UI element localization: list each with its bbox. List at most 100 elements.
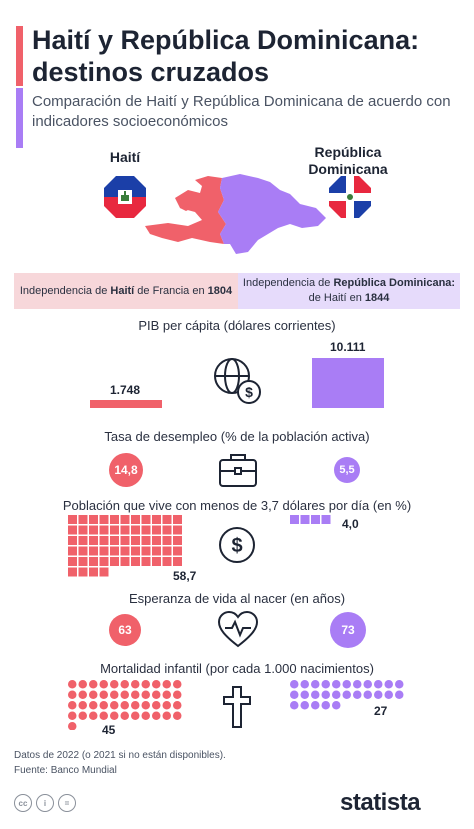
- poverty-haiti-cell: [68, 536, 77, 545]
- infant-mortality-section-title: Mortalidad infantil (por cada 1.000 naci…: [100, 661, 374, 676]
- mortality-dominicana-dot: [300, 701, 309, 710]
- mortality-haiti-dot: [89, 711, 98, 720]
- mortality-haiti-dot: [120, 680, 129, 689]
- poverty-haiti-cell: [162, 557, 172, 566]
- mortality-dominicana-dot: [342, 680, 351, 689]
- poverty-haiti-cell: [68, 515, 77, 524]
- mortality-haiti-dot: [89, 701, 98, 710]
- mortality-dominicana-value: 27: [374, 704, 388, 718]
- poverty-haiti-cell: [78, 515, 88, 524]
- life-haiti-circle: 63: [109, 614, 141, 646]
- mortality-haiti-dot: [162, 690, 171, 699]
- poverty-haiti-cell: [68, 557, 77, 566]
- mortality-haiti-dot: [173, 701, 182, 710]
- haiti-indep-year: 1804: [207, 284, 233, 297]
- license-icons: cc i =: [14, 794, 76, 812]
- mortality-dominicana-dot: [290, 701, 299, 710]
- mortality-haiti-dot: [152, 690, 161, 699]
- poverty-haiti-cell: [162, 515, 172, 524]
- mortality-haiti-dot: [141, 680, 150, 689]
- do-indep-year: 1844: [364, 292, 390, 304]
- poverty-haiti-cell: [99, 536, 109, 545]
- mortality-haiti-dot: [99, 690, 108, 699]
- mortality-haiti-dot: [131, 711, 140, 720]
- poverty-haiti-cell: [110, 536, 119, 545]
- life-dominicana-circle: 73: [330, 612, 366, 648]
- haiti-indep-mid: de Francia en: [134, 284, 208, 297]
- poverty-haiti-cell: [162, 536, 172, 545]
- poverty-haiti-value: 58,7: [173, 569, 197, 583]
- poverty-haiti-cell: [152, 515, 161, 524]
- poverty-haiti-cell: [120, 536, 130, 545]
- poverty-dominicana-cell: [311, 515, 320, 524]
- poverty-haiti-cell: [89, 567, 98, 577]
- poverty-haiti-cell: [110, 525, 119, 535]
- poverty-haiti-cell: [162, 525, 172, 535]
- poverty-haiti-cell: [173, 536, 182, 545]
- mortality-dominicana-dot: [290, 690, 299, 699]
- mortality-haiti-dot: [110, 701, 119, 710]
- mortality-dominicana-dot: [332, 690, 341, 699]
- mortality-haiti-dot: [131, 690, 140, 699]
- haiti-independence-box: Independencia de Haití de Francia en 180…: [14, 273, 238, 309]
- footnote-source: Fuente: Banco Mundial: [14, 765, 117, 776]
- mortality-dominicana-dot: [311, 690, 320, 699]
- poverty-haiti-cell: [120, 525, 130, 535]
- mortality-dominicana-dot: [384, 680, 393, 689]
- mortality-dominicana-dot: [332, 680, 341, 689]
- poverty-haiti-cell: [110, 546, 119, 556]
- poverty-dominicana-cell: [321, 515, 331, 524]
- unemployment-dominicana-circle: 5,5: [334, 457, 360, 483]
- poverty-haiti-cell: [120, 546, 130, 556]
- poverty-haiti-cell: [152, 536, 161, 545]
- poverty-haiti-cell: [89, 557, 98, 566]
- footnote-date: Datos de 2022 (o 2021 si no están dispon…: [14, 750, 226, 761]
- mortality-haiti-dot: [120, 701, 129, 710]
- statista-logo[interactable]: statista: [340, 789, 421, 816]
- poverty-dominicana-cell: [300, 515, 310, 524]
- mortality-dominicana-dot: [321, 690, 330, 699]
- poverty-haiti-cell: [152, 546, 161, 556]
- mortality-haiti-value: 45: [102, 723, 116, 737]
- unemployment-section-title: Tasa de desempleo (% de la población act…: [104, 429, 370, 444]
- poverty-haiti-waffle: [68, 515, 182, 577]
- mortality-haiti-dot: [152, 701, 161, 710]
- dominicana-flag-icon: [329, 176, 371, 218]
- dominicana-map-shape: [218, 174, 326, 254]
- poverty-haiti-cell: [131, 525, 140, 535]
- poverty-haiti-cell: [78, 525, 88, 535]
- poverty-haiti-cell: [162, 546, 172, 556]
- poverty-haiti-cell: [99, 546, 109, 556]
- mortality-haiti-dot: [78, 690, 87, 699]
- poverty-haiti-cell: [141, 515, 151, 524]
- mortality-dominicana-dot: [342, 690, 351, 699]
- poverty-haiti-cell: [68, 525, 77, 535]
- mortality-haiti-dot: [162, 680, 171, 689]
- unemployment-haiti-circle: 14,8: [109, 453, 143, 487]
- mortality-dominicana-dot: [300, 690, 309, 699]
- page-title: Haití y República Dominicana: destinos c…: [32, 25, 420, 87]
- mortality-haiti-dot: [110, 711, 119, 720]
- mortality-haiti-dot: [110, 680, 119, 689]
- poverty-haiti-cell: [120, 515, 130, 524]
- do-indep-name: República Dominicana:: [333, 277, 456, 289]
- attribution-icon[interactable]: i: [36, 794, 54, 812]
- life-expectancy-section-title: Esperanza de vida al nacer (en años): [128, 591, 346, 606]
- mortality-haiti-dot: [78, 680, 87, 689]
- poverty-haiti-cell: [141, 546, 151, 556]
- unemployment-haiti-value: 14,8: [114, 463, 138, 477]
- mortality-haiti-dot: [89, 690, 98, 699]
- mortality-haiti-dot: [68, 722, 77, 730]
- no-derivatives-icon[interactable]: =: [58, 794, 76, 812]
- mortality-dominicana-dot: [332, 701, 341, 710]
- poverty-section-title: Población que vive con menos de 3,7 dóla…: [62, 498, 412, 513]
- mortality-haiti-dot: [99, 711, 108, 720]
- mortality-dominicana-waffle: [290, 680, 404, 710]
- mortality-haiti-dot: [78, 711, 87, 720]
- poverty-haiti-cell: [99, 557, 109, 566]
- dollar-coin-icon: $: [219, 527, 255, 563]
- poverty-dominicana-waffle: [290, 515, 331, 524]
- cc-icon[interactable]: cc: [14, 794, 32, 812]
- mortality-dominicana-dot: [311, 680, 320, 689]
- hispaniola-map: [145, 174, 326, 254]
